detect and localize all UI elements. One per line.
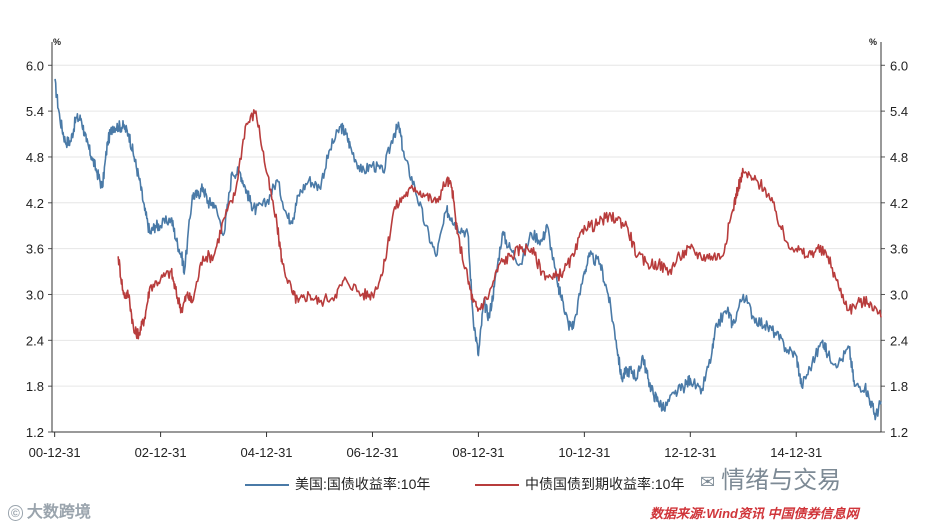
brand-watermark-right: ✉ 情绪与交易 xyxy=(700,460,841,495)
y-tick-label-left: 4.8 xyxy=(26,150,44,165)
source-note: 数据来源:Wind资讯 中国债券信息网 xyxy=(650,506,859,521)
y-tick-label-right: 1.8 xyxy=(890,379,908,394)
y-tick-label-right: 6.0 xyxy=(890,58,908,73)
x-tick-label: 00-12-31 xyxy=(29,445,81,460)
y-tick-label-left: 3.6 xyxy=(26,242,44,257)
x-tick-label: 04-12-31 xyxy=(241,445,293,460)
y-tick-label-left: 2.4 xyxy=(26,333,44,348)
brand-right-text: 情绪与交易 xyxy=(721,467,842,494)
axes: 1.2 1.2 1.8 1.8 2.4 2.4 3.0 3.0 3.6 3.6 4.2 4.2 4.8 4… xyxy=(26,42,908,460)
y-tick-label-right: 2.4 xyxy=(890,333,908,348)
y-tick-label-right: 1.2 xyxy=(890,425,908,440)
y-tick-label-right: 3.0 xyxy=(890,287,908,302)
y-tick-label-right: 3.6 xyxy=(890,242,908,257)
x-tick-label: 12-12-31 xyxy=(664,445,716,460)
brand-left-icon: © xyxy=(8,505,23,521)
legend-swatch-cn xyxy=(475,484,519,487)
legend-item-cn: 中债国债到期收益率:10年 xyxy=(475,474,684,494)
y-tick-label-right: 4.2 xyxy=(890,196,908,211)
y-tick-label-left: 1.2 xyxy=(26,425,44,440)
y-tick-label-right: 5.4 xyxy=(890,104,908,119)
series-line-1 xyxy=(117,109,882,340)
y-tick-label-left: 1.8 xyxy=(26,379,44,394)
series-line-0 xyxy=(53,78,882,421)
x-tick-label: 06-12-31 xyxy=(346,445,398,460)
y-tick-label-left: 5.4 xyxy=(26,104,44,119)
x-tick-label: 14-12-31 xyxy=(770,445,822,460)
x-tick-label: 08-12-31 xyxy=(452,445,504,460)
grid-lines xyxy=(52,64,881,433)
series-layer xyxy=(53,78,882,421)
y-tick-label-right: 4.8 xyxy=(890,150,908,165)
legend-label-cn: 中债国债到期收益率:10年 xyxy=(525,476,685,492)
y-unit-right: % xyxy=(869,37,877,47)
x-tick-label: 10-12-31 xyxy=(558,445,610,460)
x-tick-label: 02-12-31 xyxy=(135,445,187,460)
wechat-icon: ✉ xyxy=(700,472,716,492)
y-unit-left: % xyxy=(53,37,61,47)
brand-watermark-left: © 大数跨境 xyxy=(8,498,91,522)
y-tick-label-left: 6.0 xyxy=(26,58,44,73)
y-tick-label-left: 4.2 xyxy=(26,196,44,211)
legend-swatch-us xyxy=(245,484,289,487)
legend-item-us: 美国:国债收益率:10年 xyxy=(245,474,430,494)
legend-label-us: 美国:国债收益率:10年 xyxy=(295,476,431,492)
y-tick-label-left: 3.0 xyxy=(26,287,44,302)
brand-left-text: 大数跨境 xyxy=(26,504,91,521)
